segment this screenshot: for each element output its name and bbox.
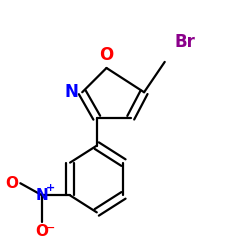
Text: +: + — [46, 183, 55, 193]
Text: N: N — [65, 83, 78, 101]
Text: O: O — [99, 46, 114, 64]
Text: Br: Br — [174, 34, 195, 52]
Text: N: N — [36, 188, 48, 203]
Text: −: − — [46, 223, 55, 233]
Text: O: O — [36, 224, 49, 240]
Text: O: O — [5, 176, 18, 191]
